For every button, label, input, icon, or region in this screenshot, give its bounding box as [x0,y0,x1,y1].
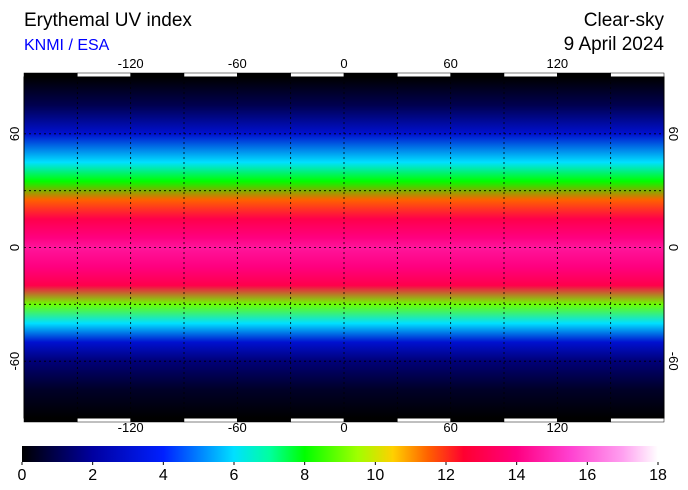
frame-segment [397,72,451,78]
colorbar-label: 14 [508,467,526,484]
frame-segment [290,417,345,423]
lon-label-bottom: 120 [546,420,568,435]
title: Erythemal UV index [24,10,192,31]
lon-label-top: 120 [546,56,568,71]
frame-segment [610,417,665,423]
colorbar [22,446,658,462]
lon-label-bottom: 0 [340,420,347,435]
frame-segment [343,417,398,423]
lon-label-bottom: 60 [443,420,457,435]
lat-label-right: -60 [666,352,681,371]
frame-segment [450,72,505,78]
frame-segment [503,72,558,78]
colorbar-label: 6 [230,467,239,484]
frame-segment [557,72,611,78]
lat-label-right: 0 [666,244,681,251]
lon-label-top: 0 [340,56,347,71]
date: 9 April 2024 [564,34,665,55]
frame-segment [23,417,78,423]
colorbar-label: 18 [649,467,667,484]
frame-segment [343,72,398,78]
lon-label-bottom: -60 [228,420,247,435]
condition: Clear-sky [584,10,665,31]
source: KNMI / ESA [24,37,110,54]
colorbar-label: 0 [18,467,27,484]
frame-segment [610,72,665,78]
lat-label-left: 0 [7,244,22,251]
frame-segment [23,72,78,78]
colorbar-label: 2 [88,467,97,484]
lat-label-left: 60 [7,127,22,141]
frame-segment [290,72,345,78]
lat-label-left: -60 [7,352,22,371]
lon-label-top: -60 [228,56,247,71]
colorbar-label: 8 [300,467,309,484]
frame-segment [183,72,238,78]
colorbar-label: 12 [437,467,455,484]
colorbar-label: 4 [159,467,168,484]
colorbar-label: 16 [578,467,596,484]
frame-segment [130,72,185,78]
lon-label-bottom: -120 [118,420,144,435]
lon-label-top: -120 [118,56,144,71]
frame-segment [450,417,505,423]
frame-segment [237,72,291,78]
lon-label-top: 60 [443,56,457,71]
map-frame [23,76,665,419]
frame-segment [77,72,131,78]
lat-label-right: 60 [666,127,681,141]
colorbar-label: 10 [366,467,384,484]
